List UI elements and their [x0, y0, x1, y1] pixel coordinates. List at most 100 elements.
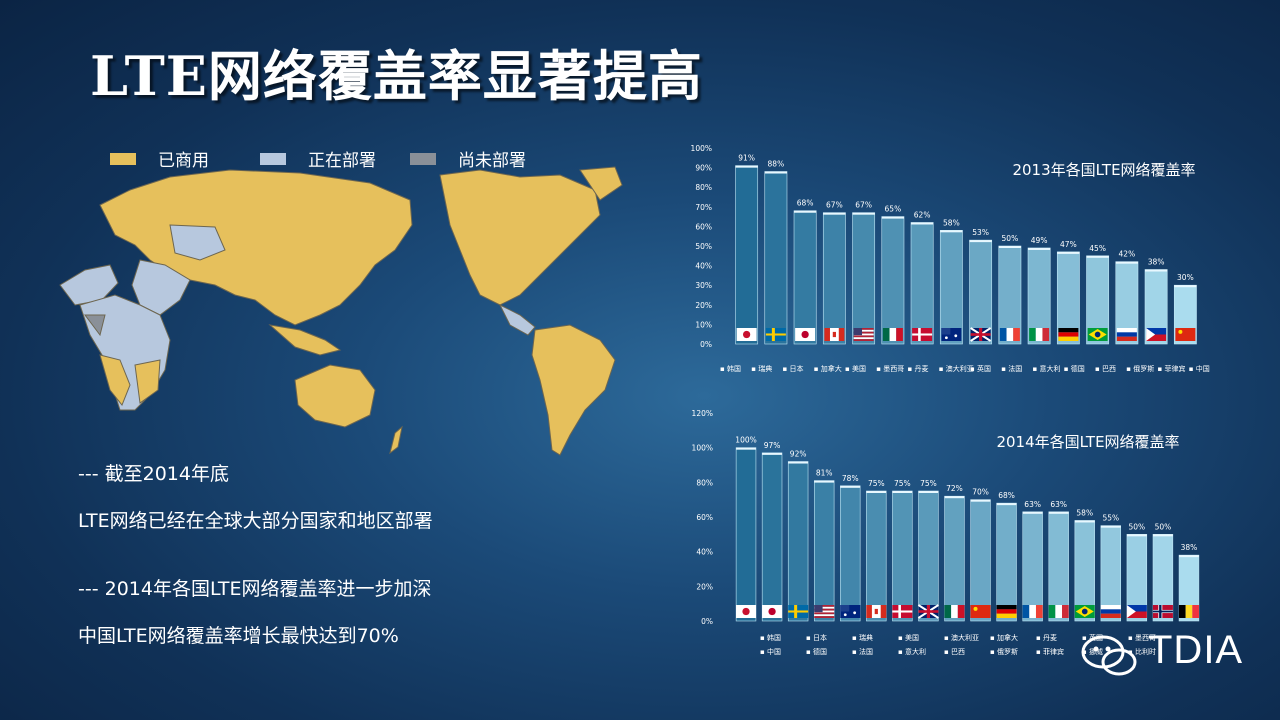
data-label: 42% [1119, 250, 1136, 259]
data-label: 30% [1177, 273, 1194, 282]
data-label: 62% [914, 210, 931, 219]
bar-cap [814, 480, 835, 483]
data-label: 49% [1031, 236, 1048, 245]
bar [761, 452, 783, 622]
legend-label: 正在部署 [308, 151, 376, 171]
data-label: 100% [735, 436, 756, 445]
y-tick-label: 70% [695, 203, 712, 212]
y-tick-label: 20% [696, 582, 713, 591]
bar-cap [1022, 511, 1043, 514]
y-tick-label: 40% [696, 548, 713, 557]
flag-br-icon [1087, 328, 1108, 341]
y-tick-label: 60% [695, 222, 712, 231]
legend-label: ▪ 巴西 [1095, 365, 1116, 373]
bar [735, 447, 757, 622]
data-label: 50% [1129, 522, 1146, 531]
legend-label: ▪ 韩国 [760, 633, 781, 642]
data-label: 68% [797, 199, 814, 208]
bar-cap [1145, 269, 1168, 272]
legend-label: ▪ 加拿大 [814, 364, 842, 373]
flag-kr-icon [736, 328, 757, 341]
y-tick-label: 60% [696, 513, 713, 522]
legend-label: ▪ 中国 [760, 647, 781, 656]
bar-cap [794, 210, 817, 213]
bar [970, 499, 991, 622]
legend-label: ▪ 中国 [1189, 364, 1210, 373]
flag-ru-icon [1116, 328, 1137, 341]
bar-cap [881, 216, 904, 219]
flag-gb-icon [917, 604, 939, 619]
y-tick-label: 80% [695, 183, 712, 192]
bar-cap [892, 491, 913, 493]
flag-se-icon [788, 605, 809, 618]
bar-cap [1100, 525, 1121, 528]
bar-cap [944, 496, 965, 499]
bar [1048, 511, 1069, 622]
legend-label: ▪ 德国 [806, 647, 827, 656]
bar [1173, 284, 1197, 345]
bar-cap [1115, 261, 1138, 264]
legend-label: ▪ 澳大利亚 [944, 633, 979, 642]
bar-cap [1086, 255, 1109, 258]
wechat-icon [1081, 635, 1137, 676]
bar [881, 216, 905, 345]
legend-label: ▪ 意大利 [1033, 364, 1061, 373]
bar-cap [852, 212, 875, 215]
flag-mx-icon [944, 605, 965, 618]
bar [969, 239, 993, 345]
flag-it-icon [1048, 605, 1069, 618]
data-label: 63% [1024, 500, 1041, 509]
map-north-america [439, 169, 601, 306]
chart-title: 2013年各国LTE网络覆盖率 [1012, 161, 1195, 179]
bar-cap [762, 452, 782, 455]
y-tick-label: 100% [692, 444, 713, 453]
bar [1086, 255, 1110, 345]
legend-item-commercial: 已商用 [110, 146, 209, 171]
y-tick-label: 0% [700, 340, 712, 349]
y-tick-label: 50% [695, 242, 712, 251]
data-label: 65% [885, 205, 902, 214]
bar [939, 230, 963, 345]
legend-label: ▪ 日本 [783, 364, 804, 373]
bar [764, 171, 788, 345]
map-central-america [498, 303, 536, 336]
bar [998, 245, 1022, 345]
y-tick-label: 30% [695, 281, 712, 290]
y-tick-label: 80% [696, 478, 713, 487]
bar [1100, 525, 1122, 622]
bar [1115, 261, 1139, 345]
data-label: 50% [1002, 234, 1019, 243]
page-title: LTE网络覆盖率显著提高 [90, 44, 703, 108]
map-africa-grey [84, 314, 106, 337]
flag-us-icon [853, 328, 874, 341]
data-label: 91% [738, 154, 755, 163]
flag-fr-icon [999, 328, 1020, 341]
bar-cap [970, 499, 991, 502]
legend-label: ▪ 英国 [970, 364, 991, 373]
legend-label: ▪ 日本 [806, 633, 827, 642]
bar-cap [736, 447, 756, 450]
y-tick-label: 20% [695, 301, 712, 310]
data-label: 68% [998, 491, 1015, 500]
legend-swatch [110, 152, 136, 165]
y-tick-label: 0% [701, 617, 713, 626]
bar [735, 165, 759, 345]
flag-it-icon [1029, 328, 1050, 341]
flag-jp-icon [795, 328, 816, 341]
legend-label: 已商用 [158, 151, 209, 171]
data-label: 70% [972, 488, 989, 497]
bar-cap [1153, 534, 1173, 537]
chart-title: 2014年各国LTE网络覆盖率 [996, 433, 1179, 451]
legend-label: ▪ 墨西哥 [876, 365, 904, 373]
bar-cap [764, 171, 787, 174]
data-label: 67% [855, 201, 872, 210]
data-label: 78% [842, 474, 859, 483]
bar-cap [1074, 520, 1095, 523]
data-label: 67% [826, 201, 843, 210]
bar [1022, 511, 1043, 622]
bar [918, 490, 939, 622]
legend-label: ▪ 韩国 [720, 364, 741, 373]
flag-cn-icon [1175, 328, 1196, 341]
legend-item-not-deployed: 尚未部署 [410, 146, 526, 171]
data-label: 75% [868, 479, 885, 488]
